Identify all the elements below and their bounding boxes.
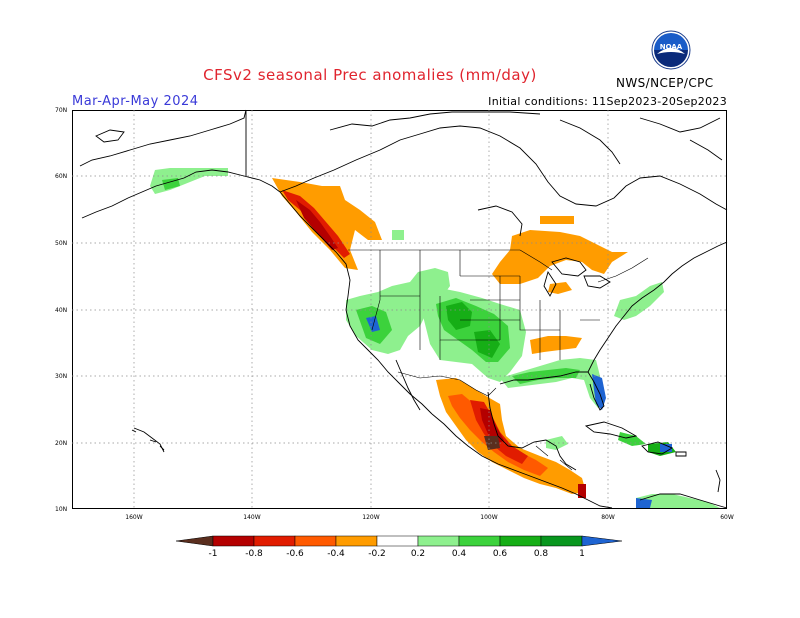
noaa-logo-icon: NOAA [651,30,691,70]
lat-label-50n: 50N [55,240,67,247]
colorbar-label: -0.4 [327,549,345,559]
colorbar-label: -1 [209,549,218,559]
lon-label-140w: 140W [243,514,260,521]
coastlines [79,109,728,509]
colorbar-swatch [417,535,460,547]
colorbar-swatch [294,535,337,547]
svg-text:NOAA: NOAA [660,43,683,51]
map-title: CFSv2 seasonal Prec anomalies (mm/day) [203,66,537,84]
colorbar-swatch [458,535,501,547]
colorbar-label: 0.2 [411,549,425,559]
longitude-labels: 160W 140W 120W 100W 80W 60W [125,514,734,521]
graticule [72,110,727,509]
lat-label-70n: 70N [55,107,67,114]
political-borders [348,249,649,471]
agency-label: NWS/NCEP/CPC [616,76,714,90]
colorbar-swatch [499,535,542,547]
initial-conditions-label: Initial conditions: 11Sep2023-20Sep2023 [488,95,727,108]
map-frame [72,110,727,509]
colorbar-label: 1 [579,549,585,559]
lat-label-60n: 60N [55,173,67,180]
colorbar-arrow-high [581,535,623,547]
colorbar-arrow-low [175,535,214,547]
colorbar-label: 0.4 [452,549,467,559]
colorbar-label: 0.6 [493,549,508,559]
lon-label-80w: 80W [601,514,615,521]
colorbar-swatch [253,535,296,547]
lat-label-10n: 10N [55,506,67,513]
lat-label-30n: 30N [55,373,67,380]
colorbar-label: 0.8 [534,549,549,559]
colorbar: -1 -0.8 -0.6 -0.4 -0.2 0.2 0.4 0.6 0.8 1 [175,535,623,559]
lon-label-120w: 120W [362,514,379,521]
lon-label-160w: 160W [125,514,142,521]
colorbar-swatch [376,535,419,547]
colorbar-label: -0.2 [368,549,386,559]
colorbar-swatch [540,535,583,547]
colorbar-swatch [335,535,378,547]
anomaly-shading [150,168,720,508]
season-label: Mar-Apr-May 2024 [72,94,199,109]
lat-label-20n: 20N [55,440,67,447]
colorbar-label: -0.8 [245,549,263,559]
colorbar-label: -0.6 [286,549,304,559]
lon-label-60w: 60W [720,514,734,521]
colorbar-swatch [212,535,255,547]
latitude-labels: 70N 60N 50N 40N 30N 20N 10N [55,107,67,513]
lon-label-100w: 100W [480,514,497,521]
lat-label-40n: 40N [55,307,67,314]
